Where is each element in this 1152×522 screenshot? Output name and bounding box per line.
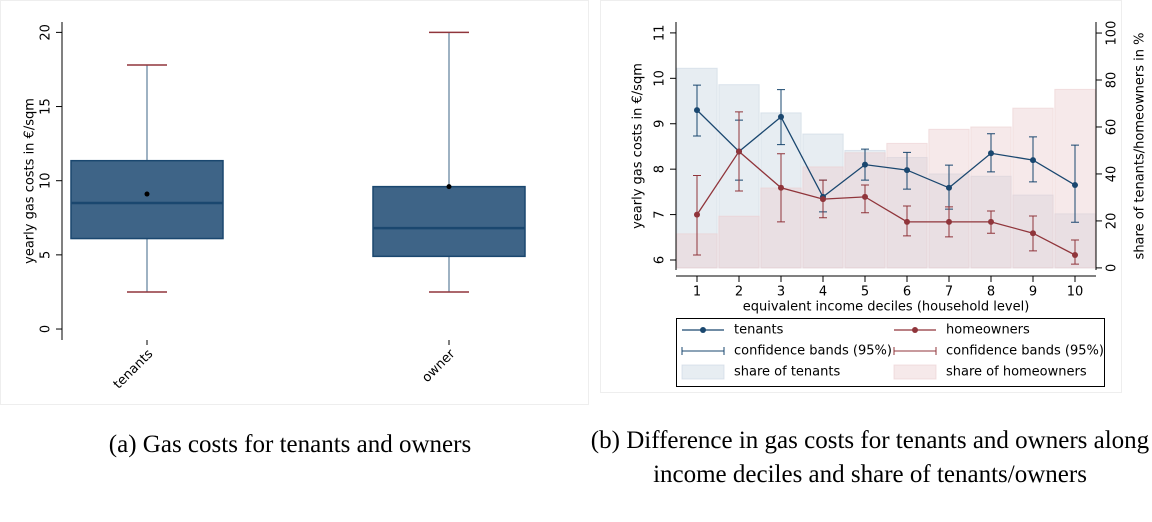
legend-label: tenants bbox=[734, 323, 784, 338]
legend-label: homeowners bbox=[946, 323, 1030, 338]
share-bar bbox=[718, 215, 760, 269]
x-tick-label: 10 bbox=[1067, 285, 1084, 300]
legend-errorbar bbox=[681, 347, 725, 355]
point bbox=[862, 161, 868, 168]
y2-tick-label: 80 bbox=[1105, 72, 1120, 89]
legend-swatch bbox=[893, 364, 937, 380]
x-tick-label: 8 bbox=[987, 285, 995, 300]
frame-b bbox=[600, 0, 1122, 393]
y2-axis-label: share of tenants/homeowners in % bbox=[1133, 33, 1148, 260]
y-tick-label: 8 bbox=[653, 165, 668, 173]
y-tick-label: 10 bbox=[653, 70, 668, 87]
point bbox=[820, 196, 826, 203]
y2-tick-label: 40 bbox=[1105, 166, 1120, 183]
y-tick-label: 5 bbox=[39, 251, 54, 259]
line bbox=[696, 109, 1076, 198]
box bbox=[372, 185, 526, 258]
x-tick-label: 2 bbox=[735, 285, 743, 300]
point bbox=[904, 167, 910, 174]
y-tick-label: 11 bbox=[653, 25, 668, 42]
mean bbox=[446, 184, 452, 190]
y-tick-label: 9 bbox=[653, 120, 668, 128]
legend-box bbox=[676, 318, 1105, 387]
point bbox=[946, 218, 952, 225]
y2-tick-label: 20 bbox=[1105, 213, 1120, 230]
y-axis-label: yearly gas costs in €/sqm bbox=[23, 98, 38, 264]
point bbox=[1030, 157, 1036, 164]
point bbox=[1072, 252, 1078, 259]
x-axis-label: equivalent income deciles (household lev… bbox=[743, 300, 1030, 315]
x-tick-label: 5 bbox=[861, 285, 869, 300]
y-tick-label: 15 bbox=[39, 98, 54, 115]
point bbox=[904, 218, 910, 225]
x-tick-label: 3 bbox=[777, 285, 785, 300]
x-tick-label: tenants bbox=[111, 347, 157, 393]
point bbox=[1072, 182, 1078, 189]
legend-label: confidence bands (95%) bbox=[946, 344, 1104, 359]
x-tick-label: owner bbox=[419, 346, 458, 385]
y2-tick-label: 60 bbox=[1105, 119, 1120, 136]
x-tick-label: 6 bbox=[903, 285, 911, 300]
legend-swatch bbox=[681, 364, 725, 380]
point bbox=[778, 113, 784, 120]
legend-label: share of tenants bbox=[734, 365, 840, 380]
point bbox=[778, 184, 784, 191]
point bbox=[736, 148, 742, 155]
y2-tick-label: 0 bbox=[1105, 264, 1120, 272]
y2-tick-label: 100 bbox=[1105, 21, 1120, 46]
point bbox=[988, 218, 994, 225]
legend-point bbox=[912, 327, 918, 333]
point bbox=[694, 107, 700, 114]
x-tick-label: 9 bbox=[1029, 285, 1037, 300]
x-tick-label: 7 bbox=[945, 285, 953, 300]
mean bbox=[144, 191, 150, 197]
legend-errorbar bbox=[893, 347, 937, 355]
legend-label: share of homeowners bbox=[946, 365, 1087, 380]
box bbox=[70, 159, 224, 240]
x-tick-label: 1 bbox=[693, 285, 701, 300]
legend-label: confidence bands (95%) bbox=[734, 344, 892, 359]
point bbox=[694, 211, 700, 218]
y-tick-label: 0 bbox=[39, 325, 54, 333]
y-axis-label: yearly gas costs in €/sqm bbox=[631, 63, 646, 229]
point bbox=[988, 150, 994, 157]
caption-a: (a) Gas costs for tenants and owners bbox=[108, 431, 472, 458]
point bbox=[1030, 230, 1036, 237]
y-tick-label: 6 bbox=[653, 256, 668, 264]
line bbox=[696, 150, 1076, 256]
point bbox=[862, 193, 868, 200]
caption-b: (b) Difference in gas costs for tenants … bbox=[590, 427, 1150, 488]
y-tick-label: 20 bbox=[39, 24, 54, 41]
x-tick-label: 4 bbox=[819, 285, 827, 300]
y-tick-label: 10 bbox=[39, 172, 54, 189]
legend-point bbox=[700, 327, 706, 333]
frame-a bbox=[0, 0, 589, 405]
point bbox=[946, 184, 952, 191]
y-tick-label: 7 bbox=[653, 210, 668, 218]
